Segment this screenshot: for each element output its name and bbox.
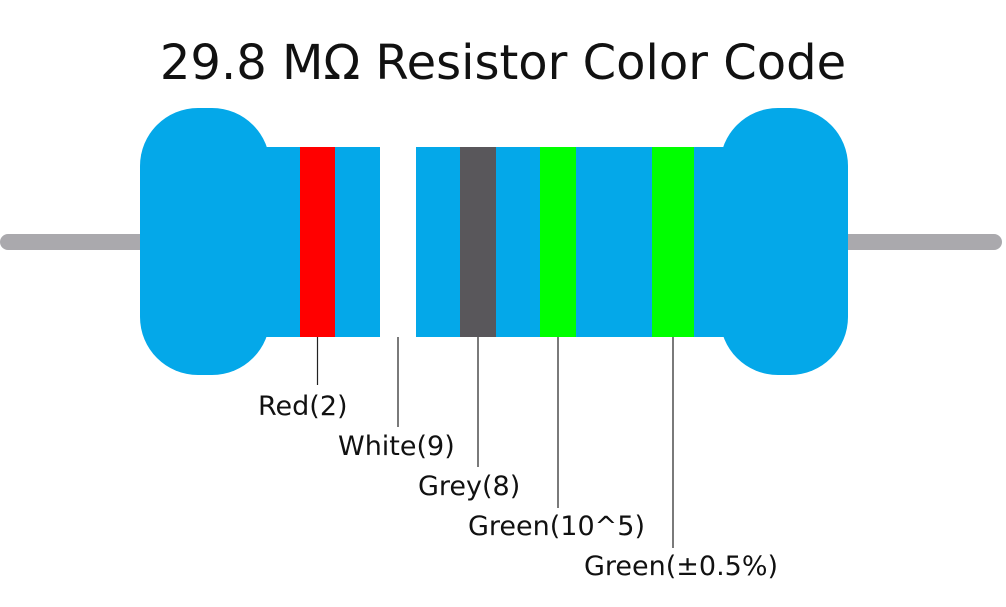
color-band [460,147,496,337]
title: 29.8 MΩ Resistor Color Code [160,35,846,91]
color-band [300,147,335,337]
color-band [652,147,694,337]
color-band [540,147,576,337]
resistor-end [140,108,270,375]
band-label: White(9) [338,431,455,462]
band-label: Red(2) [258,391,348,422]
band-label: Green(±0.5%) [584,551,778,582]
color-band [380,147,416,337]
band-label: Grey(8) [418,471,520,502]
resistor-end [720,108,848,375]
resistor-body [200,147,800,337]
band-label: Green(10^5) [468,511,645,542]
